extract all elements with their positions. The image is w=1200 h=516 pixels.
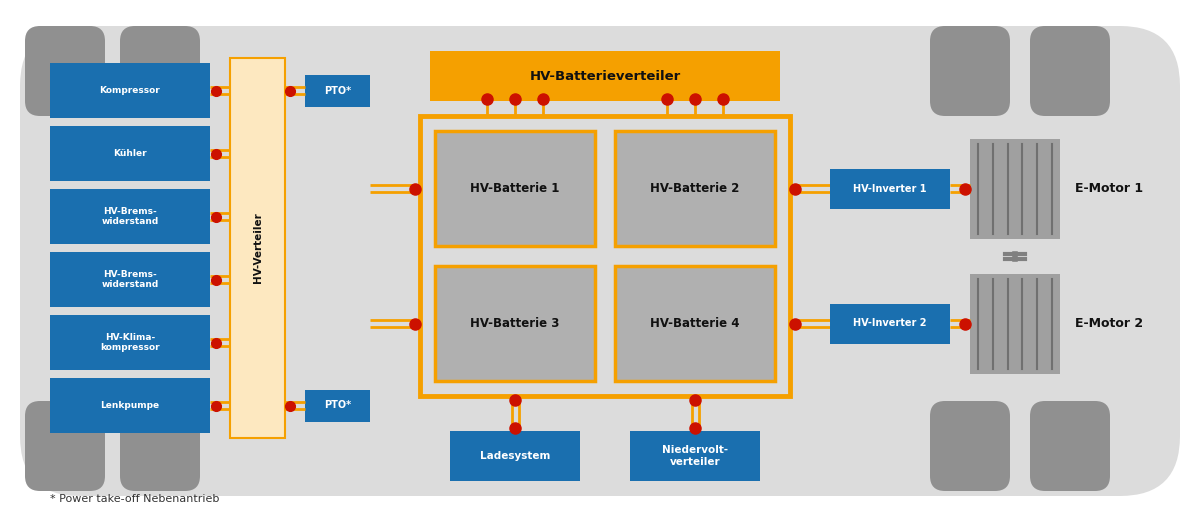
FancyBboxPatch shape	[50, 189, 210, 244]
FancyBboxPatch shape	[1030, 401, 1110, 491]
Text: HV-Inverter 2: HV-Inverter 2	[853, 318, 926, 329]
FancyBboxPatch shape	[930, 401, 1010, 491]
FancyBboxPatch shape	[830, 169, 950, 208]
FancyBboxPatch shape	[25, 401, 106, 491]
Text: PTO*: PTO*	[324, 86, 352, 95]
FancyBboxPatch shape	[616, 131, 775, 246]
FancyBboxPatch shape	[20, 26, 1180, 496]
Text: HV-Batterie 2: HV-Batterie 2	[650, 182, 739, 195]
FancyBboxPatch shape	[436, 131, 595, 246]
FancyBboxPatch shape	[305, 74, 370, 106]
FancyBboxPatch shape	[50, 63, 210, 118]
FancyBboxPatch shape	[120, 401, 200, 491]
FancyBboxPatch shape	[450, 431, 580, 481]
FancyBboxPatch shape	[830, 303, 950, 344]
Text: Ladesystem: Ladesystem	[480, 451, 550, 461]
FancyBboxPatch shape	[616, 266, 775, 381]
FancyBboxPatch shape	[50, 126, 210, 181]
Text: HV-Brems-
widerstand: HV-Brems- widerstand	[101, 207, 158, 226]
Text: HV-Batterie 3: HV-Batterie 3	[470, 317, 559, 330]
FancyBboxPatch shape	[50, 378, 210, 433]
Text: Kühler: Kühler	[113, 149, 146, 158]
Text: HV-Batterie 1: HV-Batterie 1	[470, 182, 559, 195]
FancyBboxPatch shape	[930, 26, 1010, 116]
FancyBboxPatch shape	[50, 252, 210, 307]
FancyBboxPatch shape	[50, 315, 210, 370]
FancyBboxPatch shape	[120, 26, 200, 116]
FancyBboxPatch shape	[630, 431, 760, 481]
Text: HV-Verteiler: HV-Verteiler	[252, 213, 263, 283]
FancyBboxPatch shape	[305, 390, 370, 422]
Text: PTO*: PTO*	[324, 400, 352, 411]
Text: HV-Klima-
kompressor: HV-Klima- kompressor	[100, 333, 160, 352]
Text: HV-Batterie 4: HV-Batterie 4	[650, 317, 739, 330]
FancyBboxPatch shape	[436, 266, 595, 381]
Text: * Power take-off Nebenantrieb: * Power take-off Nebenantrieb	[50, 494, 220, 504]
Text: E-Motor 2: E-Motor 2	[1075, 317, 1144, 330]
Text: Kompressor: Kompressor	[100, 86, 161, 95]
Text: HV-Batterieverteiler: HV-Batterieverteiler	[529, 70, 680, 83]
Text: Niedervolt-
verteiler: Niedervolt- verteiler	[662, 445, 728, 467]
Text: E-Motor 1: E-Motor 1	[1075, 182, 1144, 195]
FancyBboxPatch shape	[430, 51, 780, 101]
FancyBboxPatch shape	[970, 273, 1060, 374]
Text: HV-Inverter 1: HV-Inverter 1	[853, 184, 926, 194]
FancyBboxPatch shape	[970, 138, 1060, 238]
Text: HV-Brems-
widerstand: HV-Brems- widerstand	[101, 270, 158, 289]
FancyBboxPatch shape	[230, 58, 286, 438]
FancyBboxPatch shape	[1030, 26, 1110, 116]
FancyBboxPatch shape	[25, 26, 106, 116]
Text: Lenkpumpe: Lenkpumpe	[101, 401, 160, 410]
